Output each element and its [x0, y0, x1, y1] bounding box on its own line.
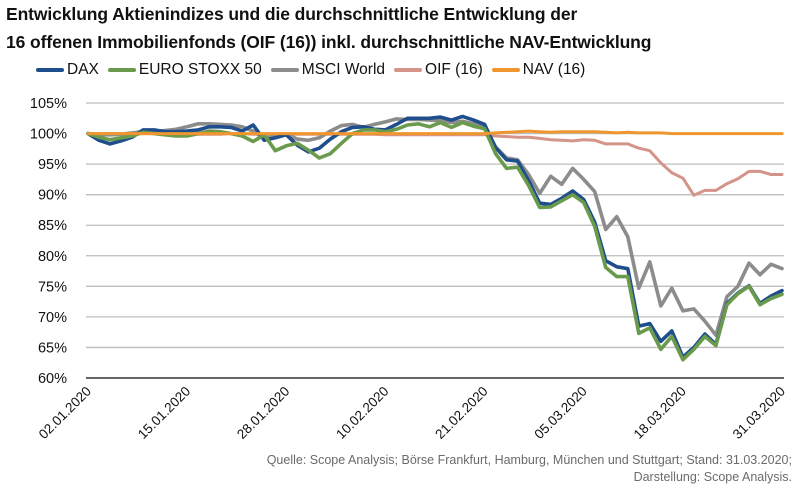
series-line-euro-stoxx-50 [86, 120, 784, 362]
chart-title: Entwicklung Aktienindizes und die durchs… [6, 4, 578, 24]
x-tick-label: 05.03.2020 [531, 384, 589, 442]
legend-item-nav-16: NAV (16) [491, 61, 586, 79]
legend-swatch [491, 68, 520, 72]
y-tick-label: 95% [38, 157, 67, 173]
x-tick-label: 21.02.2020 [432, 384, 490, 442]
x-tick-label: 28.01.2020 [234, 384, 292, 442]
y-tick-label: 100% [30, 127, 67, 143]
y-tick-label: 75% [38, 279, 67, 295]
x-tick-label: 10.02.2020 [333, 384, 391, 442]
chart-subtitle: 16 offenen Immobilienfonds (OIF (16)) in… [6, 32, 652, 52]
chart-legend: DAX EURO STOXX 50 MSCI World OIF (16) NAV (1… [36, 61, 594, 79]
legend-item-euro-stoxx-50: EURO STOXX 50 [107, 61, 262, 79]
legend-swatch [270, 68, 299, 72]
y-tick-label: 60% [38, 371, 67, 387]
series-line-dax [86, 114, 784, 360]
y-tick-label: 65% [38, 340, 67, 356]
y-tick-label: 90% [38, 188, 67, 204]
y-tick-label: 105% [30, 96, 67, 112]
legend-item-msci-world: MSCI World [270, 61, 386, 79]
source-note: Quelle: Scope Analysis; Börse Frankfurt,… [266, 453, 792, 467]
x-tick-label: 15.01.2020 [135, 384, 193, 442]
x-tick-label: 31.03.2020 [730, 384, 788, 442]
legend-label: EURO STOXX 50 [138, 61, 262, 78]
legend-label: DAX [67, 61, 99, 78]
x-tick-label: 02.01.2020 [36, 384, 94, 442]
y-tick-label: 70% [38, 310, 67, 326]
legend-label: MSCI World [301, 61, 386, 78]
legend-swatch [36, 68, 64, 72]
legend-label: OIF (16) [425, 61, 483, 78]
x-tick-label: 18.03.2020 [631, 384, 689, 442]
credit-note: Darstellung: Scope Analysis. [633, 470, 792, 484]
y-tick-label: 80% [38, 249, 67, 265]
legend-swatch [394, 68, 423, 72]
series-line-msci-world [86, 117, 784, 338]
legend-item-oif-16: OIF (16) [394, 61, 483, 79]
series-line-nav-16 [86, 129, 784, 136]
legend-item-dax: DAX [36, 61, 99, 79]
legend-label: NAV (16) [522, 61, 586, 78]
y-tick-label: 85% [38, 218, 67, 234]
legend-swatch [107, 68, 136, 72]
